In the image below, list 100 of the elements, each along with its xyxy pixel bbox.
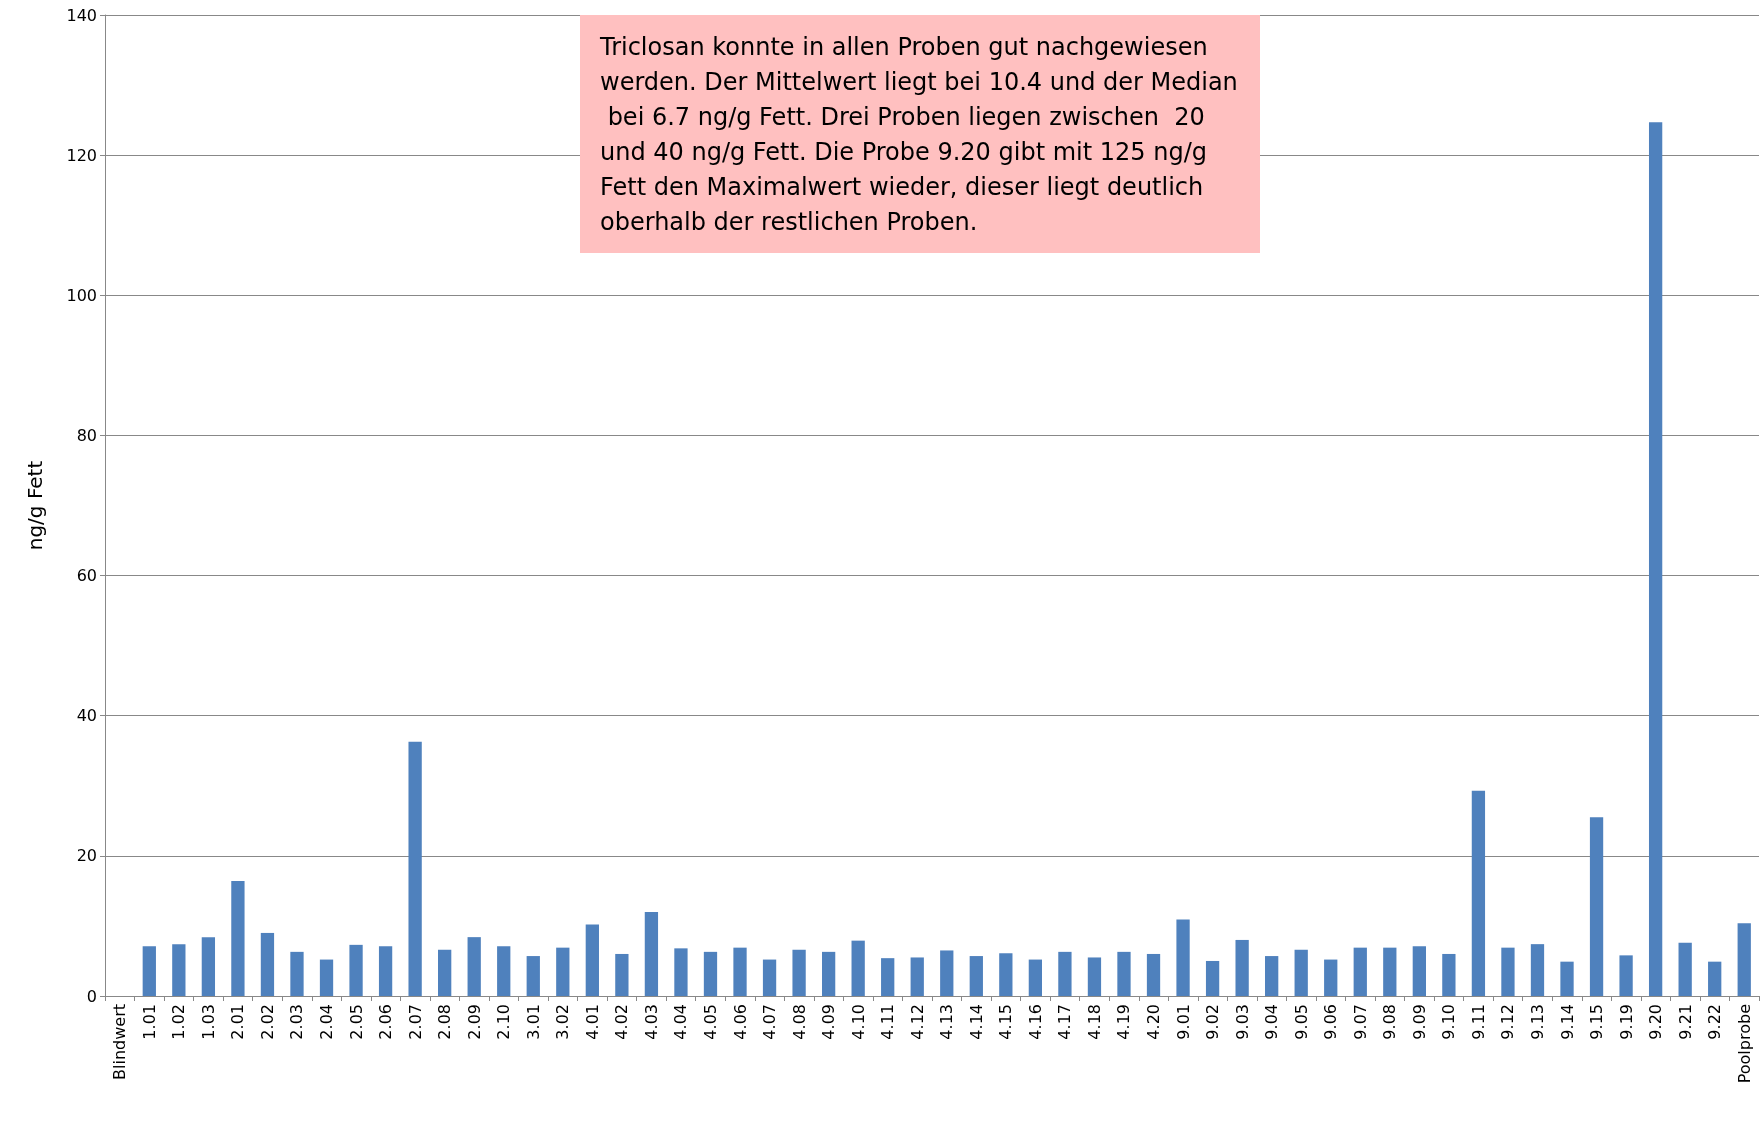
bar — [1087, 957, 1102, 996]
annotation: Triclosan konnte in allen Proben gut nachgewiesen werden. Der Mittelwert liegt bei 10.4 und der Median bei 6.7 ng/g Fett. Drei Proben liegen zwischen 20 und 40 ng/g Fett. Die Probe 9.20 gibt mit 125 ng/g Fett den Maximalwert wieder, dieser liegt deutlich oberhalb der restlichen Proben. — [599, 32, 1238, 236]
bar — [497, 946, 511, 996]
x-tick-label: 3.01 — [523, 1004, 543, 1040]
bar — [290, 951, 304, 996]
x-tick-label: 9.02 — [1203, 1004, 1223, 1040]
bar — [1619, 955, 1633, 996]
y-axis-title: ng/g Fett — [23, 460, 47, 551]
x-tick-label: 2.09 — [464, 1004, 484, 1040]
x-tick-label: 2.05 — [346, 1004, 366, 1040]
bar — [1235, 939, 1249, 996]
bar — [1560, 961, 1574, 996]
bar — [260, 932, 275, 996]
x-tick-label: 9.21 — [1675, 1004, 1695, 1040]
bar — [231, 881, 245, 996]
bar — [792, 949, 806, 996]
y-tick-label: 140 — [66, 5, 97, 25]
x-tick-label: 3.02 — [553, 1004, 573, 1040]
x-tick-label: 4.14 — [966, 1004, 986, 1040]
bar — [644, 911, 659, 996]
x-tick-label: 2.02 — [257, 1004, 277, 1040]
x-tick-label: 4.03 — [641, 1004, 661, 1040]
x-tick-label: 9.01 — [1173, 1004, 1193, 1040]
bar — [556, 947, 570, 996]
bar — [1678, 942, 1692, 996]
x-tick-label: Poolprobe — [1734, 1004, 1754, 1084]
x-tick-label: 4.08 — [789, 1004, 809, 1040]
bar — [940, 950, 954, 996]
bar — [172, 944, 186, 996]
x-tick-label: 4.02 — [612, 1004, 632, 1040]
bar — [1294, 949, 1308, 996]
x-tick-label: 4.15 — [996, 1004, 1016, 1040]
x-tick-label: 4.06 — [730, 1004, 750, 1040]
x-tick-label: 1.01 — [139, 1004, 159, 1040]
x-tick-label: 9.09 — [1409, 1004, 1429, 1040]
bar — [585, 924, 599, 996]
bar — [1353, 947, 1367, 996]
x-tick-label: 9.12 — [1498, 1004, 1518, 1040]
bar — [1383, 947, 1397, 996]
bar — [438, 949, 452, 996]
x-tick-label: 2.03 — [287, 1004, 307, 1040]
bar — [1176, 919, 1190, 996]
bar — [881, 958, 895, 996]
bar — [674, 948, 688, 996]
x-tick-label: 2.01 — [228, 1004, 248, 1040]
x-tick-label: 9.15 — [1587, 1004, 1607, 1040]
bar — [201, 937, 216, 996]
x-tick-label: 2.04 — [317, 1004, 337, 1040]
bar — [526, 956, 540, 996]
x-tick-label: 9.20 — [1646, 1004, 1666, 1040]
y-tick-label: 80 — [76, 425, 97, 445]
x-tick-label: 4.09 — [819, 1004, 839, 1040]
x-tick-label: 4.13 — [937, 1004, 957, 1040]
x-tick-label: 4.16 — [1025, 1004, 1045, 1040]
x-tick-label: 9.07 — [1350, 1004, 1370, 1040]
x-tick-label: 2.08 — [435, 1004, 455, 1040]
bar — [1471, 790, 1486, 996]
bar — [1058, 951, 1072, 996]
x-tick-label: 1.02 — [169, 1004, 189, 1040]
x-tick-label: 9.11 — [1468, 1004, 1488, 1040]
x-tick-label: 2.07 — [405, 1004, 425, 1040]
bar — [615, 953, 629, 996]
x-tick-label: 4.01 — [582, 1004, 602, 1040]
x-tick-label: 2.10 — [494, 1004, 514, 1040]
bar — [1442, 953, 1456, 996]
x-tick-label: 9.03 — [1232, 1004, 1252, 1040]
bar — [969, 956, 983, 996]
x-tick-label: 9.14 — [1557, 1004, 1577, 1040]
x-tick-label: 9.13 — [1527, 1004, 1547, 1040]
x-tick-label: 9.19 — [1616, 1004, 1636, 1040]
x-tick-label: 9.05 — [1291, 1004, 1311, 1040]
x-tick-label: 4.04 — [671, 1004, 691, 1040]
bar — [762, 959, 777, 996]
bar — [733, 947, 747, 996]
bar — [1708, 961, 1722, 996]
bar — [1028, 959, 1043, 996]
bar — [349, 944, 363, 996]
y-tick-label: 100 — [66, 285, 97, 305]
bar — [142, 946, 156, 996]
bar — [1737, 923, 1751, 996]
x-tick-label: 9.08 — [1380, 1004, 1400, 1040]
bar — [851, 940, 865, 996]
x-tick-label: 4.18 — [1084, 1004, 1104, 1040]
bar — [999, 953, 1013, 996]
x-tick-label: 4.11 — [878, 1004, 898, 1040]
bar — [910, 957, 924, 996]
bar — [1530, 944, 1545, 996]
bar — [319, 959, 334, 996]
y-tick-label: 0 — [86, 986, 97, 1006]
bar — [1589, 817, 1604, 996]
y-tick-label: 120 — [66, 145, 97, 165]
bar — [821, 951, 836, 996]
x-tick-label: 4.19 — [1114, 1004, 1134, 1040]
x-tick-label: 9.22 — [1705, 1004, 1725, 1040]
bar — [378, 946, 393, 996]
x-tick-label: 4.10 — [848, 1004, 868, 1040]
y-tick-label: 40 — [76, 706, 97, 726]
y-tick-label: 20 — [76, 846, 97, 866]
bar — [1412, 946, 1426, 996]
bar — [1648, 122, 1663, 996]
